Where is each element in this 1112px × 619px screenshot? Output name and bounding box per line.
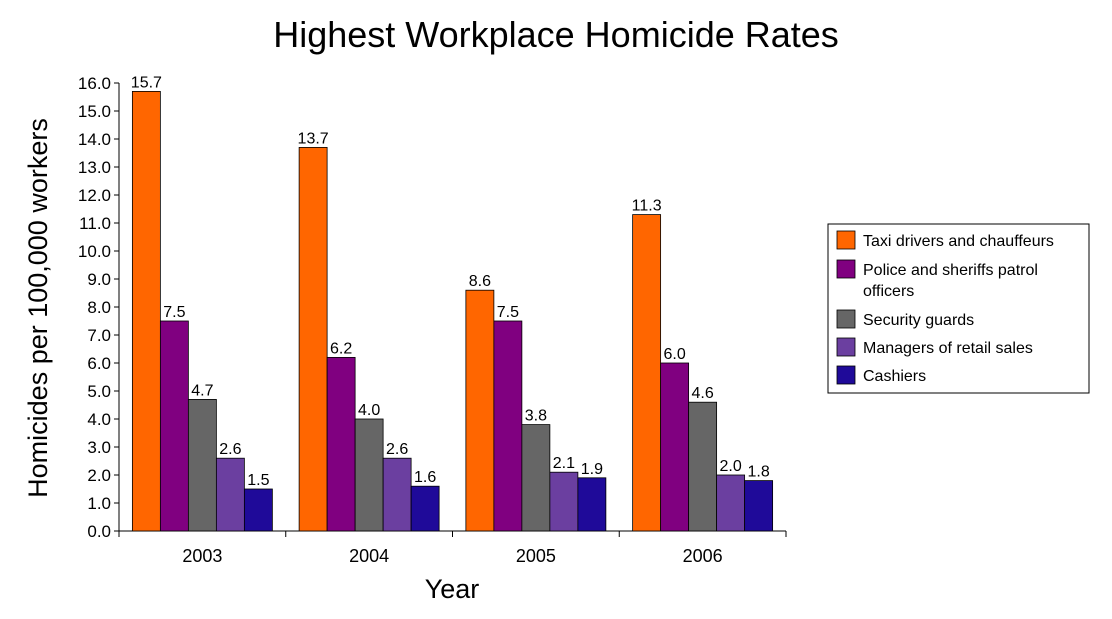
data-label: 7.5 (163, 304, 185, 321)
bar (131, 91, 161, 532)
bar (410, 485, 440, 532)
data-label: 6.2 (330, 340, 352, 357)
bar (549, 471, 579, 532)
y-tick-label: 10.0 (78, 242, 111, 261)
bar (660, 362, 690, 532)
y-tick-label: 7.0 (87, 326, 111, 345)
bar (493, 320, 523, 532)
data-label: 4.7 (191, 382, 213, 399)
axes: 0.0 1.0 2.0 3.0 4.0 5.0 6.0 7.0 8.0 9.0 10.0 11.0 12… (78, 74, 787, 566)
y-tick-label: 15.0 (78, 102, 111, 121)
y-tick-label: 16.0 (78, 74, 111, 93)
bar (521, 424, 551, 532)
x-axis-title: Year (425, 574, 480, 604)
x-tick-label: 2005 (516, 546, 556, 566)
data-label: 4.6 (692, 385, 714, 402)
bar (632, 214, 662, 532)
bar (326, 356, 356, 532)
bars: 15.7 7.5 4.7 2.6 1.5 13.7 6.2 4.0 2.6 1.6 8.6 7.5 3.… (131, 74, 774, 532)
bar (215, 457, 245, 532)
y-tick-label: 4.0 (87, 410, 111, 429)
legend-swatch (836, 259, 856, 279)
legend: Taxi drivers and chauffeurs Police and sh… (827, 223, 1090, 394)
data-label: 2.1 (553, 455, 575, 472)
y-tick-label: 14.0 (78, 130, 111, 149)
data-label: 13.7 (298, 130, 329, 147)
y-tick-label: 8.0 (87, 298, 111, 317)
data-label: 1.6 (414, 469, 436, 486)
bar (577, 477, 607, 532)
y-tick-label: 3.0 (87, 438, 111, 457)
x-tick-label: 2004 (349, 546, 389, 566)
y-tick-label: 5.0 (87, 382, 111, 401)
y-tick-label: 1.0 (87, 494, 111, 513)
data-label: 15.7 (131, 74, 162, 91)
data-label: 2.6 (219, 441, 241, 458)
data-label: 2.6 (386, 441, 408, 458)
legend-label: Cashiers (863, 368, 926, 385)
bar (354, 418, 384, 532)
legend-box (827, 223, 1090, 394)
bar (716, 474, 746, 532)
data-label: 3.8 (525, 408, 547, 425)
data-label: 7.5 (497, 304, 519, 321)
data-label: 1.5 (247, 472, 269, 489)
y-tick-label: 9.0 (87, 270, 111, 289)
legend-label: Managers of retail sales (863, 340, 1033, 357)
y-tick-label: 6.0 (87, 354, 111, 373)
y-tick-label: 12.0 (78, 186, 111, 205)
bar (298, 146, 328, 532)
legend-swatch (836, 337, 856, 357)
legend-swatch (836, 230, 856, 250)
chart-title: Highest Workplace Homicide Rates (273, 14, 839, 55)
data-label: 1.9 (581, 461, 603, 478)
x-tick-label: 2006 (683, 546, 723, 566)
legend-swatch (836, 365, 856, 385)
x-tick-label: 2003 (182, 546, 222, 566)
data-label: 11.3 (632, 198, 662, 215)
y-tick-label: 2.0 (87, 466, 111, 485)
legend-label: Security guards (863, 312, 974, 329)
bar (159, 320, 189, 532)
data-label: 6.0 (664, 346, 686, 363)
bar (243, 488, 273, 532)
data-label: 1.8 (748, 464, 770, 481)
bar (187, 398, 217, 532)
y-tick-label: 13.0 (78, 158, 111, 177)
bar (688, 401, 718, 532)
legend-label: Taxi drivers and chauffeurs (863, 233, 1054, 250)
data-label: 4.0 (358, 402, 380, 419)
bar (465, 289, 495, 532)
y-tick-label: 11.0 (79, 214, 111, 233)
y-axis-title: Homicides per 100,000 workers (23, 118, 53, 498)
y-tick-label: 0.0 (87, 522, 111, 541)
legend-swatch (836, 309, 856, 329)
data-label: 8.6 (469, 273, 491, 290)
bar (744, 480, 774, 532)
bar (382, 457, 412, 532)
legend-label: Police and sheriffs patrol officers (863, 262, 1038, 300)
data-label: 2.0 (720, 458, 742, 475)
